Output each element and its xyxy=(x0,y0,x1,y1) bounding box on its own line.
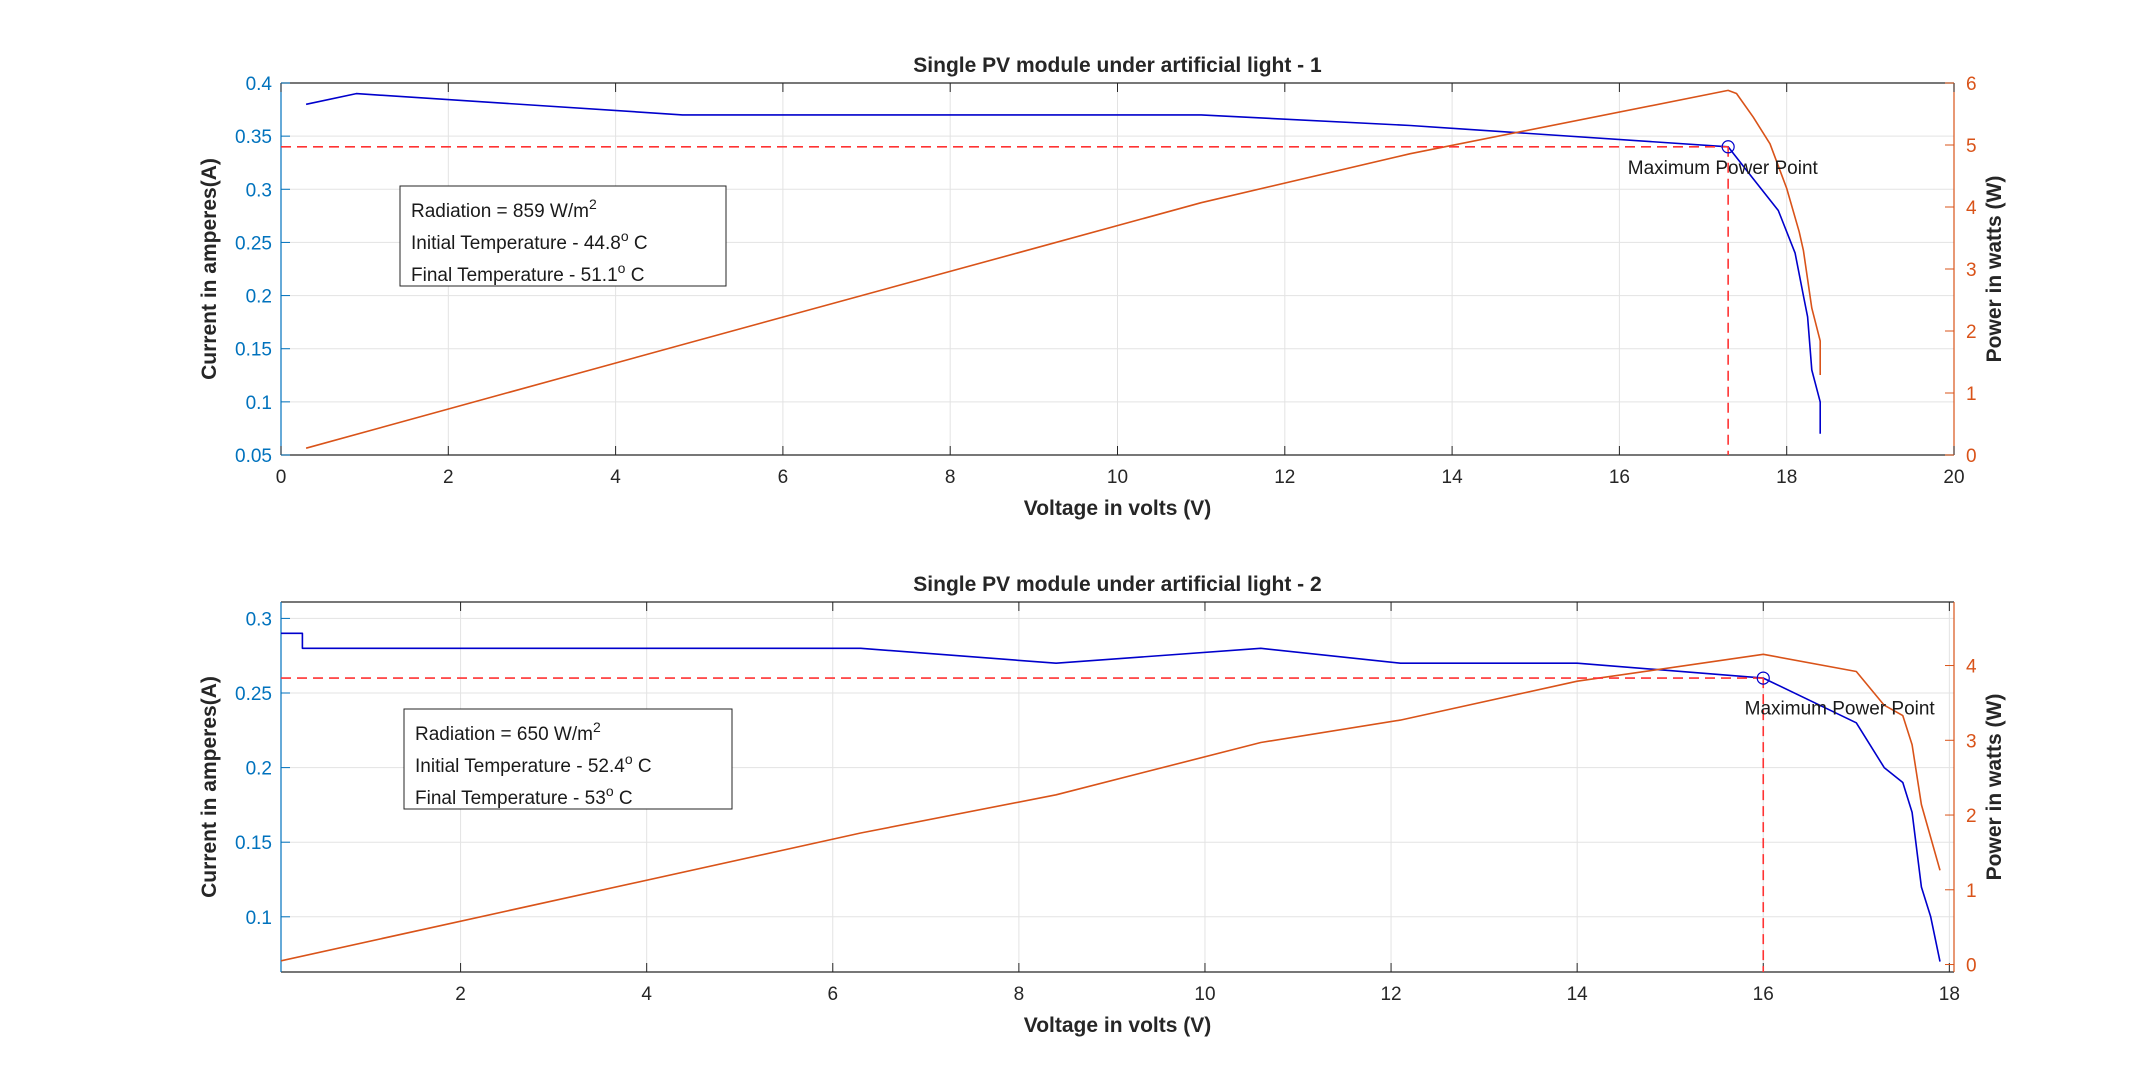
chart-title: Single PV module under artificial light … xyxy=(913,573,1321,596)
y-right-tick-label: 2 xyxy=(1966,322,1977,343)
y-right-tick-label: 4 xyxy=(1966,198,1977,219)
mpp-label: Maximum Power Point xyxy=(1628,158,1819,179)
info-box: Radiation = 650 W/m2 Initial Temperature … xyxy=(403,708,733,810)
grid xyxy=(281,83,1954,455)
final-temperature-text: Final Temperature - 51.1o C xyxy=(411,260,644,286)
initial-temperature-text-sup: o xyxy=(621,228,629,244)
y-axis-right-label: Power in watts (W) xyxy=(1983,176,2006,363)
info-box-frame xyxy=(403,708,733,810)
y-left-tick-label: 0.2 xyxy=(246,287,272,308)
y-right-tick-label: 5 xyxy=(1966,136,1977,157)
radiation-text-main: Radiation = 859 W/m xyxy=(411,201,589,222)
y-axis-left-label: Current in amperes(A) xyxy=(198,158,221,380)
final-temperature-text-unit: C xyxy=(614,788,633,809)
x-tick-label: 6 xyxy=(827,984,838,1005)
y-left-tick-label: 0.1 xyxy=(246,393,272,414)
initial-temperature-text-unit: C xyxy=(633,756,652,777)
radiation-text: Radiation = 859 W/m2 xyxy=(411,196,597,222)
x-tick-label: 16 xyxy=(1609,467,1630,488)
y-right-tick-label: 4 xyxy=(1966,657,1977,678)
plot-series xyxy=(281,89,1821,455)
y-left-tick-label: 0.25 xyxy=(235,233,272,254)
radiation-text-sup: 2 xyxy=(589,196,597,212)
final-temperature-text-unit: C xyxy=(625,265,644,286)
x-tick-label: 10 xyxy=(1194,984,1215,1005)
initial-temperature-text-unit: C xyxy=(629,233,648,254)
plot-series xyxy=(281,632,1941,972)
current-voltage-line xyxy=(305,92,1821,434)
final-temperature-text-main: Final Temperature - 51.1 xyxy=(411,265,618,286)
radiation-text-main: Radiation = 650 W/m xyxy=(415,724,593,745)
x-axis-label: Voltage in volts (V) xyxy=(1024,1014,1211,1037)
x-tick-label: 18 xyxy=(1939,984,1960,1005)
y-right-tick-label: 6 xyxy=(1966,74,1977,95)
final-temperature-text-main: Final Temperature - 53 xyxy=(415,788,606,809)
info-box-frame xyxy=(399,185,727,287)
x-tick-label: 12 xyxy=(1274,467,1295,488)
current-voltage-line xyxy=(281,632,1941,962)
y-right-tick-label: 2 xyxy=(1966,806,1977,827)
x-tick-label: 14 xyxy=(1442,467,1464,488)
radiation-text: Radiation = 650 W/m2 xyxy=(415,719,601,745)
x-tick-label: 8 xyxy=(945,467,956,488)
x-tick-label: 12 xyxy=(1380,984,1401,1005)
x-tick-label: 18 xyxy=(1776,467,1797,488)
final-temperature-text: Final Temperature - 53o C xyxy=(415,783,633,809)
x-tick-label: 6 xyxy=(778,467,789,488)
x-tick-label: 14 xyxy=(1567,984,1589,1005)
y-right-tick-label: 1 xyxy=(1966,881,1977,902)
info-box: Radiation = 859 W/m2 Initial Temperature … xyxy=(399,185,727,287)
y-right-tick-label: 0 xyxy=(1966,446,1977,467)
chart-2: 2 4 6 8 10 12 14 16 180.10.150.20.250.301234Maxi… xyxy=(198,573,2006,1037)
x-tick-label: 20 xyxy=(1943,467,1964,488)
y-left-tick-label: 0.15 xyxy=(235,833,272,854)
y-right-tick-label: 3 xyxy=(1966,731,1977,752)
y-right-tick-label: 3 xyxy=(1966,260,1977,281)
y-left-tick-label: 0.3 xyxy=(246,180,272,201)
y-left-tick-label: 0.3 xyxy=(246,609,272,630)
initial-temperature-text-main: Initial Temperature - 52.4 xyxy=(415,756,625,777)
final-temperature-text-sup: o xyxy=(606,783,614,799)
y-right-tick-label: 0 xyxy=(1966,956,1977,977)
x-tick-label: 4 xyxy=(610,467,621,488)
power-voltage-line xyxy=(281,653,1941,962)
y-left-tick-label: 0.4 xyxy=(246,74,273,95)
x-tick-label: 8 xyxy=(1014,984,1025,1005)
x-tick-label: 0 xyxy=(276,467,287,488)
x-tick-label: 16 xyxy=(1753,984,1774,1005)
mpp-marker xyxy=(1756,671,1770,685)
initial-temperature-text: Initial Temperature - 52.4o C xyxy=(415,751,652,777)
final-temperature-text-sup: o xyxy=(618,260,626,276)
y-left-tick-label: 0.15 xyxy=(235,340,272,361)
x-axis-label: Voltage in volts (V) xyxy=(1024,497,1211,520)
y-left-tick-label: 0.35 xyxy=(235,127,272,148)
initial-temperature-text-main: Initial Temperature - 44.8 xyxy=(411,233,621,254)
x-tick-label: 2 xyxy=(443,467,454,488)
x-tick-label: 4 xyxy=(641,984,652,1005)
y-axis-left-label: Current in amperes(A) xyxy=(198,676,221,898)
chart-1: 0 2 4 6 8 10 12 14 16 18 200.050.10.150.20.250.30.… xyxy=(198,54,2006,520)
y-axis-right-label: Power in watts (W) xyxy=(1983,694,2006,881)
x-tick-label: 10 xyxy=(1107,467,1128,488)
x-tick-label: 2 xyxy=(455,984,466,1005)
power-voltage-line xyxy=(305,89,1821,449)
mpp-marker xyxy=(1721,140,1735,154)
y-left-tick-label: 0.25 xyxy=(235,684,272,705)
y-left-tick-label: 0.05 xyxy=(235,446,272,467)
mpp-label: Maximum Power Point xyxy=(1745,699,1936,720)
initial-temperature-text-sup: o xyxy=(625,751,633,767)
y-left-tick-label: 0.2 xyxy=(246,759,272,780)
y-right-tick-label: 1 xyxy=(1966,384,1977,405)
y-left-tick-label: 0.1 xyxy=(246,908,272,929)
initial-temperature-text: Initial Temperature - 44.8o C xyxy=(411,228,648,254)
radiation-text-sup: 2 xyxy=(593,719,601,735)
chart-title: Single PV module under artificial light … xyxy=(913,54,1322,77)
